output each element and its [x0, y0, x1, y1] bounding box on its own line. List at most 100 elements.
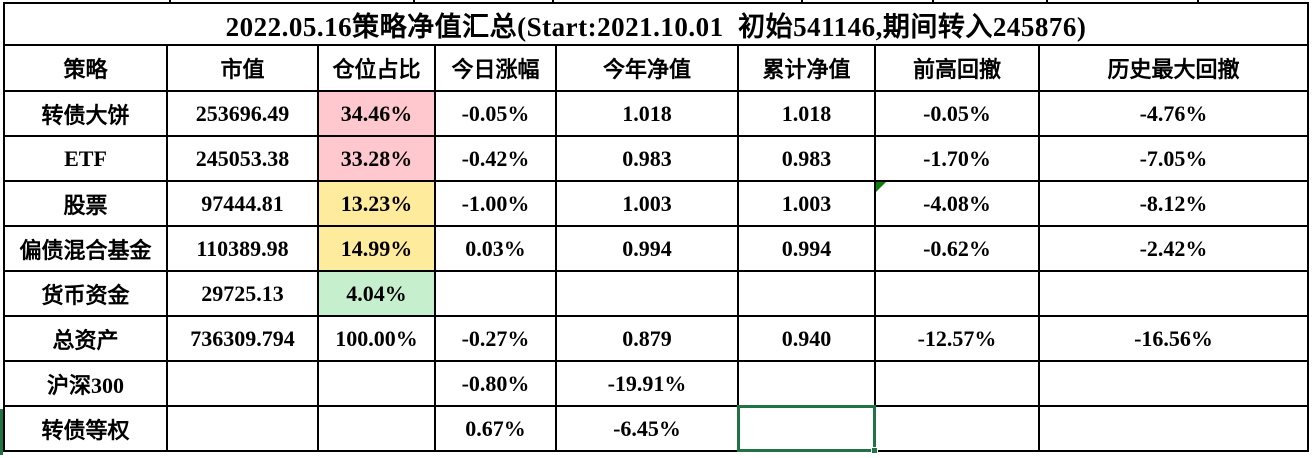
cell-prev-high-drawdown[interactable]: -0.62% [874, 225, 1040, 272]
cell-value: -0.05% [923, 100, 991, 126]
header-row: 策略 市值 仓位占比 今日涨幅 今年净值 累计净值 前高回撤 历史最大回撤 [3, 44, 1309, 92]
cell-strategy[interactable]: 沪深300 [3, 360, 168, 407]
cell-value: 4.04% [346, 280, 407, 306]
cell-ytd-nav[interactable]: 1.018 [555, 90, 739, 137]
cell-market-value[interactable] [166, 405, 319, 452]
cell-prev-high-drawdown[interactable]: -0.05% [874, 90, 1040, 137]
strategy-summary-table: 2022.05.16策略净值汇总(Start:2021.10.01 初始5411… [3, 2, 1309, 454]
cell-value: 0.940 [781, 325, 832, 351]
cell-cum-nav[interactable]: 0.983 [737, 135, 876, 182]
cell-prev-high-drawdown[interactable] [874, 360, 1040, 407]
cell-prev-high-drawdown[interactable] [874, 405, 1040, 452]
cell-value: 0.03% [465, 235, 526, 261]
cell-value: -6.45% [613, 415, 681, 441]
cell-market-value[interactable] [166, 360, 319, 407]
cell-value: 1.003 [622, 190, 672, 216]
cell-max-drawdown[interactable]: -7.05% [1038, 135, 1309, 182]
cell-position-pct[interactable] [317, 405, 436, 452]
cell-value: 总资产 [52, 327, 119, 353]
cell-max-drawdown[interactable]: -4.76% [1038, 90, 1309, 137]
cell-market-value[interactable]: 253696.49 [166, 90, 319, 137]
sheet-title[interactable]: 2022.05.16策略净值汇总(Start:2021.10.01 初始5411… [3, 2, 1309, 46]
cell-position-pct[interactable]: 4.04% [317, 270, 436, 317]
cell-position-pct[interactable]: 33.28% [317, 135, 436, 182]
cell-cum-nav[interactable]: 1.018 [737, 90, 876, 137]
cell-ytd-nav[interactable]: 0.983 [555, 135, 739, 182]
cell-value: 股票 [63, 192, 108, 218]
cell-max-drawdown[interactable] [1038, 270, 1309, 317]
cell-max-drawdown[interactable]: -2.42% [1038, 225, 1309, 272]
cell-strategy[interactable]: 货币资金 [3, 270, 168, 317]
col-header-prev-high-drawdown[interactable]: 前高回撤 [874, 44, 1040, 92]
cell-max-drawdown[interactable] [1038, 360, 1309, 407]
table-row: 偏债混合基金 110389.98 14.99% 0.03% 0.994 0.994 -0.6… [3, 225, 1309, 272]
cell-max-drawdown[interactable]: -8.12% [1038, 180, 1309, 227]
cell-market-value[interactable]: 97444.81 [166, 180, 319, 227]
col-header-max-drawdown[interactable]: 历史最大回撤 [1038, 44, 1309, 92]
cell-cum-nav[interactable]: 0.940 [737, 315, 876, 362]
cell-ytd-nav[interactable]: 0.879 [555, 315, 739, 362]
cell-value: 736309.794 [190, 325, 295, 351]
cell-strategy[interactable]: 转债等权 [3, 405, 168, 452]
cell-strategy[interactable]: 股票 [3, 180, 168, 227]
cell-max-drawdown[interactable]: -16.56% [1038, 315, 1309, 362]
cell-value: -0.27% [461, 325, 530, 351]
selected-row-edge-indicator [0, 409, 3, 455]
cell-value: 0.994 [622, 235, 672, 261]
cell-ytd-nav[interactable]: -19.91% [555, 360, 739, 407]
cell-cum-nav[interactable]: 1.003 [737, 180, 876, 227]
cell-today-change[interactable]: -1.00% [434, 180, 557, 227]
col-header-position-pct[interactable]: 仓位占比 [317, 44, 436, 92]
cell-value: 转债大饼 [41, 102, 130, 128]
cell-prev-high-drawdown[interactable] [874, 270, 1040, 317]
col-header-strategy[interactable]: 策略 [3, 44, 168, 92]
col-header-ytd-nav[interactable]: 今年净值 [555, 44, 739, 92]
cell-ytd-nav[interactable]: 0.994 [555, 225, 739, 272]
cell-cum-nav[interactable] [737, 360, 876, 407]
cell-market-value[interactable]: 110389.98 [166, 225, 319, 272]
cell-ytd-nav[interactable]: 1.003 [555, 180, 739, 227]
cell-value: ETF [64, 145, 107, 171]
cell-strategy[interactable]: 转债大饼 [3, 90, 168, 137]
cell-today-change[interactable] [434, 270, 557, 317]
cell-value: 0.983 [622, 145, 672, 171]
cell-value: 100.00% [335, 325, 418, 351]
cell-position-pct[interactable]: 34.46% [317, 90, 436, 137]
col-header-cum-nav[interactable]: 累计净值 [737, 44, 876, 92]
cell-today-change[interactable]: -0.05% [434, 90, 557, 137]
cell-market-value[interactable]: 245053.38 [166, 135, 319, 182]
cell-value: 0.67% [465, 415, 526, 441]
cell-strategy[interactable]: 总资产 [3, 315, 168, 362]
table-row: 转债等权 0.67% -6.45% [3, 405, 1309, 454]
cell-value: 245053.38 [195, 145, 290, 171]
col-header-label: 仓位占比 [332, 57, 421, 82]
cell-strategy[interactable]: ETF [3, 135, 168, 182]
cell-today-change[interactable]: -0.80% [434, 360, 557, 407]
cell-strategy[interactable]: 偏债混合基金 [3, 225, 168, 272]
cell-prev-high-drawdown[interactable]: -1.70% [874, 135, 1040, 182]
cell-value: -7.05% [1139, 145, 1208, 171]
cell-market-value[interactable]: 29725.13 [166, 270, 319, 317]
cell-market-value[interactable]: 736309.794 [166, 315, 319, 362]
col-header-today-change[interactable]: 今日涨幅 [434, 44, 557, 92]
col-header-label: 今年净值 [602, 57, 691, 82]
cell-max-drawdown[interactable] [1038, 405, 1309, 452]
cell-today-change[interactable]: 0.67% [434, 405, 557, 452]
cell-position-pct[interactable]: 100.00% [317, 315, 436, 362]
cell-position-pct[interactable] [317, 360, 436, 407]
cell-position-pct[interactable]: 13.23% [317, 180, 436, 227]
cell-value: -4.76% [1139, 100, 1208, 126]
cell-cum-nav[interactable] [737, 270, 876, 317]
cell-ytd-nav[interactable] [555, 270, 739, 317]
cell-cum-nav[interactable]: 0.994 [737, 225, 876, 272]
cell-ytd-nav[interactable]: -6.45% [555, 405, 739, 452]
cell-prev-high-drawdown[interactable]: -4.08% [874, 180, 1040, 227]
col-header-market-value[interactable]: 市值 [166, 44, 319, 92]
cell-today-change[interactable]: -0.27% [434, 315, 557, 362]
cell-today-change[interactable]: -0.42% [434, 135, 557, 182]
cell-prev-high-drawdown[interactable]: -12.57% [874, 315, 1040, 362]
cell-today-change[interactable]: 0.03% [434, 225, 557, 272]
cell-cum-nav[interactable] [737, 405, 878, 454]
cell-value: -16.56% [1134, 325, 1213, 351]
cell-position-pct[interactable]: 14.99% [317, 225, 436, 272]
